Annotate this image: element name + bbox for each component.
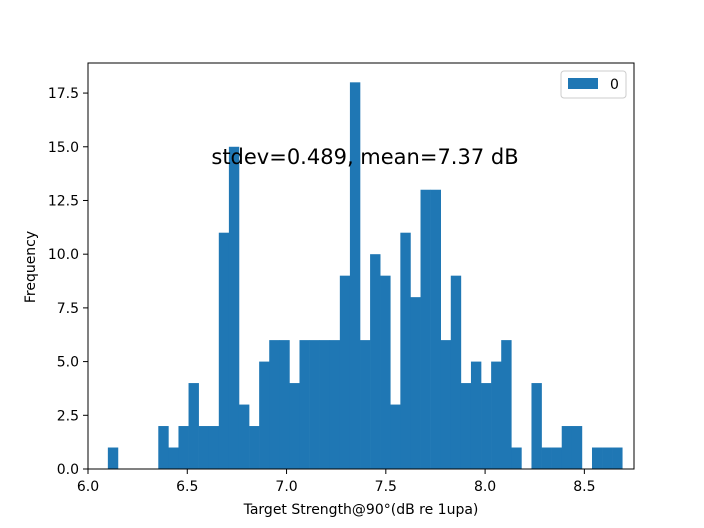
histogram-bar [188,383,199,469]
histogram-bar [208,426,220,469]
histogram-bar [339,275,351,469]
histogram-bar [238,404,250,469]
histogram-bar [319,340,331,469]
histogram-bar [541,447,552,469]
histogram-bar [571,426,583,469]
x-tick-label: 7.5 [375,479,397,495]
legend: 0 [560,70,627,99]
y-tick-label: 12.5 [48,193,79,209]
histogram-bar [198,426,210,469]
histogram-bar [370,254,381,469]
histogram-bar [400,232,411,469]
histogram-bar [470,361,482,469]
histogram-bar [531,383,542,469]
x-axis-ticks: 6.0 6.5 7.0 7.5 8.0 8.5 [77,469,595,495]
histogram-bar [178,426,189,469]
histogram-bar [218,232,230,469]
y-tick-label: 7.5 [57,301,79,317]
histogram-bar [259,361,270,469]
plot-frame [87,62,635,470]
y-tick-label: 2.5 [57,408,79,424]
x-tick-label: 7.0 [275,479,297,495]
histogram-bar [349,82,361,469]
histogram-bar [481,383,492,469]
y-axis-label: Frequency [23,231,39,303]
legend-label: 0 [610,77,619,93]
histogram-bar [158,426,169,469]
y-tick-label: 10.0 [48,247,79,263]
histogram-bar [511,447,522,469]
histogram-bar [591,447,603,469]
bars-group [107,82,623,470]
histogram-bar [329,340,341,469]
histogram-bar [269,340,280,469]
histogram-bar [551,447,563,469]
x-tick-label: 6.5 [176,479,198,495]
histogram-bar [491,361,502,469]
histogram-bar [228,146,240,469]
x-tick-label: 8.0 [474,479,496,495]
histogram-bar [309,340,320,469]
histogram-bar [501,340,512,469]
histogram-bar [279,340,290,469]
histogram-bar [249,426,260,469]
histogram-bar [561,426,573,469]
histogram-bar [410,297,421,469]
y-tick-label: 5.0 [57,355,79,371]
y-axis-ticks: 0.0 2.5 5.0 7.5 10.0 12.5 15.0 17.5 [48,86,88,478]
histogram-bar [360,340,371,469]
histogram-bar [612,447,623,469]
histogram-bar [602,447,613,469]
histogram-bar [440,340,452,469]
x-axis-label: Target Strength@90°(dB re 1upa) [243,502,479,518]
legend-swatch [568,78,598,89]
x-tick-label: 6.0 [77,479,99,495]
y-tick-label: 17.5 [48,86,79,102]
x-tick-label: 8.5 [573,479,595,495]
histogram-bar [460,383,472,469]
stats-annotation: stdev=0.489, mean=7.37 dB [211,145,518,169]
y-tick-label: 15.0 [48,140,79,156]
histogram-bar [107,447,119,469]
histogram-bar [390,404,401,469]
y-tick-label: 0.0 [57,462,79,478]
histogram-bar [299,340,310,469]
histogram-bar [420,189,431,470]
histogram-bar [380,275,391,469]
histogram-bar [430,189,441,470]
histogram-bar [289,383,300,469]
histogram-bar [168,447,179,469]
histogram-bar [450,275,462,469]
